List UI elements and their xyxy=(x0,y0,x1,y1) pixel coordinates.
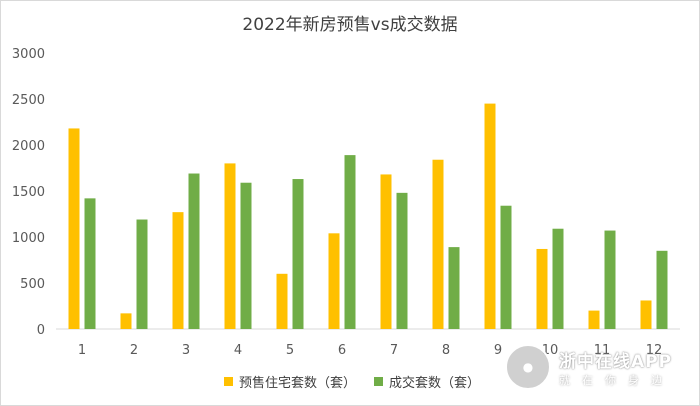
x-tick-label: 3 xyxy=(182,343,190,358)
watermark-slogan: 就在你身边 xyxy=(559,373,674,387)
x-tick-label: 4 xyxy=(234,343,242,358)
bar-deals xyxy=(448,247,460,329)
legend-swatch-deals xyxy=(374,377,384,386)
y-tick-label: 1000 xyxy=(12,231,45,246)
watermark-app-name: 浙中在线APP xyxy=(559,351,673,372)
app-watermark: ● 浙中在线APP 就在你身边 xyxy=(505,342,695,392)
x-tick-label: 11 xyxy=(594,343,611,358)
bar-deals xyxy=(604,230,616,329)
bar-presale xyxy=(328,233,340,329)
bar-presale xyxy=(536,248,548,329)
y-tick-label: 2000 xyxy=(12,139,45,154)
chart-title: 2022年新房预售vs成交数据 xyxy=(242,15,458,35)
legend-item-presale: 预售住宅套数（套） xyxy=(224,372,356,391)
bar-presale xyxy=(224,163,236,329)
y-tick-label: 500 xyxy=(20,277,45,292)
bar-presale xyxy=(484,103,496,329)
bar-deals xyxy=(396,192,408,329)
x-tick-label: 7 xyxy=(390,343,398,358)
app-logo-icon: ● xyxy=(505,344,551,390)
bar-deals xyxy=(292,179,304,329)
x-tick-label: 5 xyxy=(286,343,294,358)
bar-deals xyxy=(188,173,200,329)
bar-presale xyxy=(640,300,652,329)
bar-presale xyxy=(276,273,288,329)
bar-presale xyxy=(588,310,600,329)
legend-swatch-presale xyxy=(224,377,233,386)
y-tick-label: 2500 xyxy=(12,93,45,108)
chart-legend: 预售住宅套数（套） 成交套数（套） xyxy=(224,372,480,391)
y-tick-label: 1500 xyxy=(12,185,45,200)
bar-deals xyxy=(84,198,96,329)
x-tick-label: 6 xyxy=(338,343,346,358)
y-tick-label: 3000 xyxy=(12,47,45,62)
legend-label-deals: 成交套数（套） xyxy=(389,376,481,391)
bar-deals xyxy=(136,219,148,329)
x-tick-label: 2 xyxy=(130,343,138,358)
y-tick-label: 0 xyxy=(37,323,45,338)
bar-deals xyxy=(500,205,512,329)
legend-item-deals: 成交套数（套） xyxy=(374,372,480,391)
bar-presale xyxy=(380,174,392,329)
x-tick-label: 12 xyxy=(646,343,663,358)
bar-deals xyxy=(344,155,356,329)
bar-presale xyxy=(120,313,132,329)
x-tick-label: 1 xyxy=(78,343,86,358)
bar-deals xyxy=(240,182,252,329)
bar-presale xyxy=(432,159,444,329)
x-tick-label: 9 xyxy=(494,343,502,358)
bar-deals xyxy=(656,250,668,329)
bar-deals xyxy=(552,228,564,329)
bar-presale xyxy=(68,128,80,329)
bar-presale xyxy=(172,212,184,329)
legend-label-presale: 预售住宅套数（套） xyxy=(239,376,357,391)
x-tick-label: 8 xyxy=(442,343,450,358)
